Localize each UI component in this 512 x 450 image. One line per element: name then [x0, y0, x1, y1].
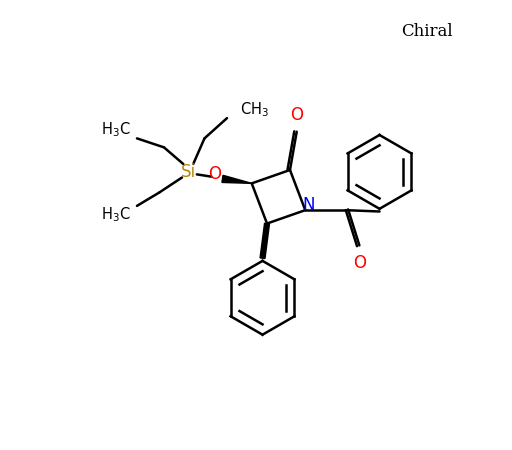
Polygon shape: [260, 223, 269, 258]
Text: Chiral: Chiral: [401, 23, 453, 40]
Polygon shape: [222, 176, 252, 184]
Text: Si: Si: [181, 163, 196, 181]
Text: H$_3$C: H$_3$C: [100, 206, 130, 224]
Text: H$_3$C: H$_3$C: [100, 120, 130, 139]
Text: O: O: [353, 254, 366, 272]
Text: CH$_3$: CH$_3$: [240, 101, 269, 119]
Text: O: O: [208, 166, 221, 184]
Text: O: O: [290, 106, 303, 124]
Text: N: N: [303, 196, 315, 214]
